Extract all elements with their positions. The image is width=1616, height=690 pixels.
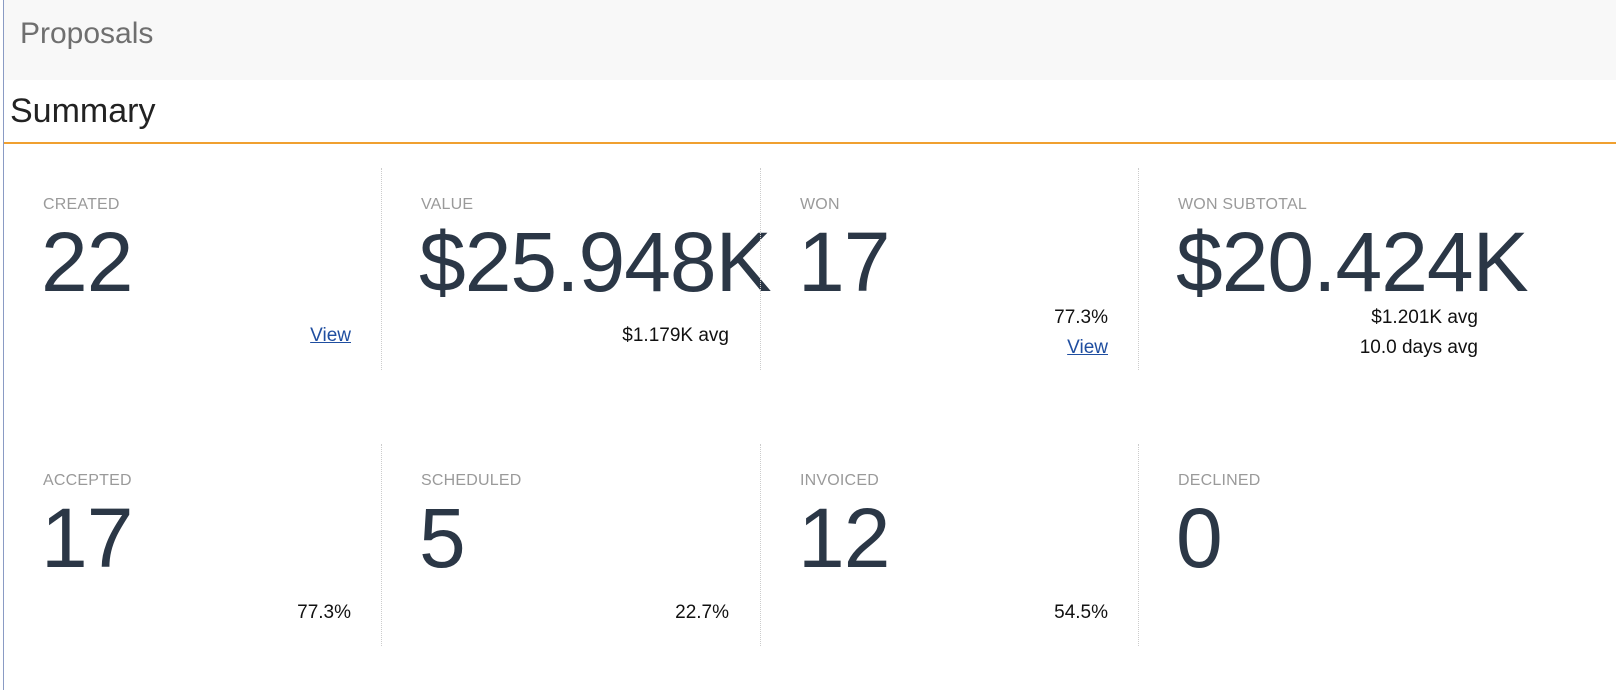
section-divider <box>4 142 1616 144</box>
view-created-link[interactable]: View <box>310 325 351 346</box>
window-left-border <box>3 0 4 690</box>
page-header: Proposals <box>4 0 1616 80</box>
stat-card-created: CREATED 22 View <box>4 168 382 370</box>
page-title: Proposals <box>20 17 154 50</box>
stat-card-declined: DECLINED 0 <box>1138 444 1517 646</box>
section-title: Summary <box>10 92 156 130</box>
stat-value: $25.948K <box>419 215 772 309</box>
view-won-link[interactable]: View <box>1067 337 1108 358</box>
stat-label: CREATED <box>43 196 120 213</box>
stat-value: 22 <box>41 215 133 309</box>
stat-label: SCHEDULED <box>421 472 522 489</box>
stat-value: 0 <box>1176 491 1223 585</box>
stat-card-won-subtotal: WON SUBTOTAL $20.424K $1.201K avg 10.0 d… <box>1138 168 1529 370</box>
stat-label: ACCEPTED <box>43 472 132 489</box>
stat-label: WON <box>800 196 840 213</box>
stat-card-won: WON 17 77.3% View <box>760 168 1139 370</box>
stat-avg: $1.201K avg <box>1371 307 1478 328</box>
stat-avg: $1.179K avg <box>622 325 729 346</box>
stat-label: INVOICED <box>800 472 879 489</box>
stat-label: VALUE <box>421 196 474 213</box>
stat-card-accepted: ACCEPTED 17 77.3% <box>4 444 382 646</box>
stat-percent: 22.7% <box>675 602 729 623</box>
stat-percent: 77.3% <box>297 602 351 623</box>
stat-value: 12 <box>798 491 890 585</box>
stat-percent: 77.3% <box>1054 307 1108 328</box>
stat-value: 5 <box>419 491 466 585</box>
stat-label: WON SUBTOTAL <box>1178 196 1307 213</box>
stat-card-invoiced: INVOICED 12 54.5% <box>760 444 1139 646</box>
stat-value: $20.424K <box>1176 215 1529 309</box>
stat-percent: 54.5% <box>1054 602 1108 623</box>
stat-value: 17 <box>798 215 890 309</box>
stat-value: 17 <box>41 491 133 585</box>
stat-card-scheduled: SCHEDULED 5 22.7% <box>381 444 760 646</box>
stat-days-avg: 10.0 days avg <box>1359 337 1478 358</box>
stat-card-value: VALUE $25.948K $1.179K avg <box>381 168 772 370</box>
stat-label: DECLINED <box>1178 472 1261 489</box>
